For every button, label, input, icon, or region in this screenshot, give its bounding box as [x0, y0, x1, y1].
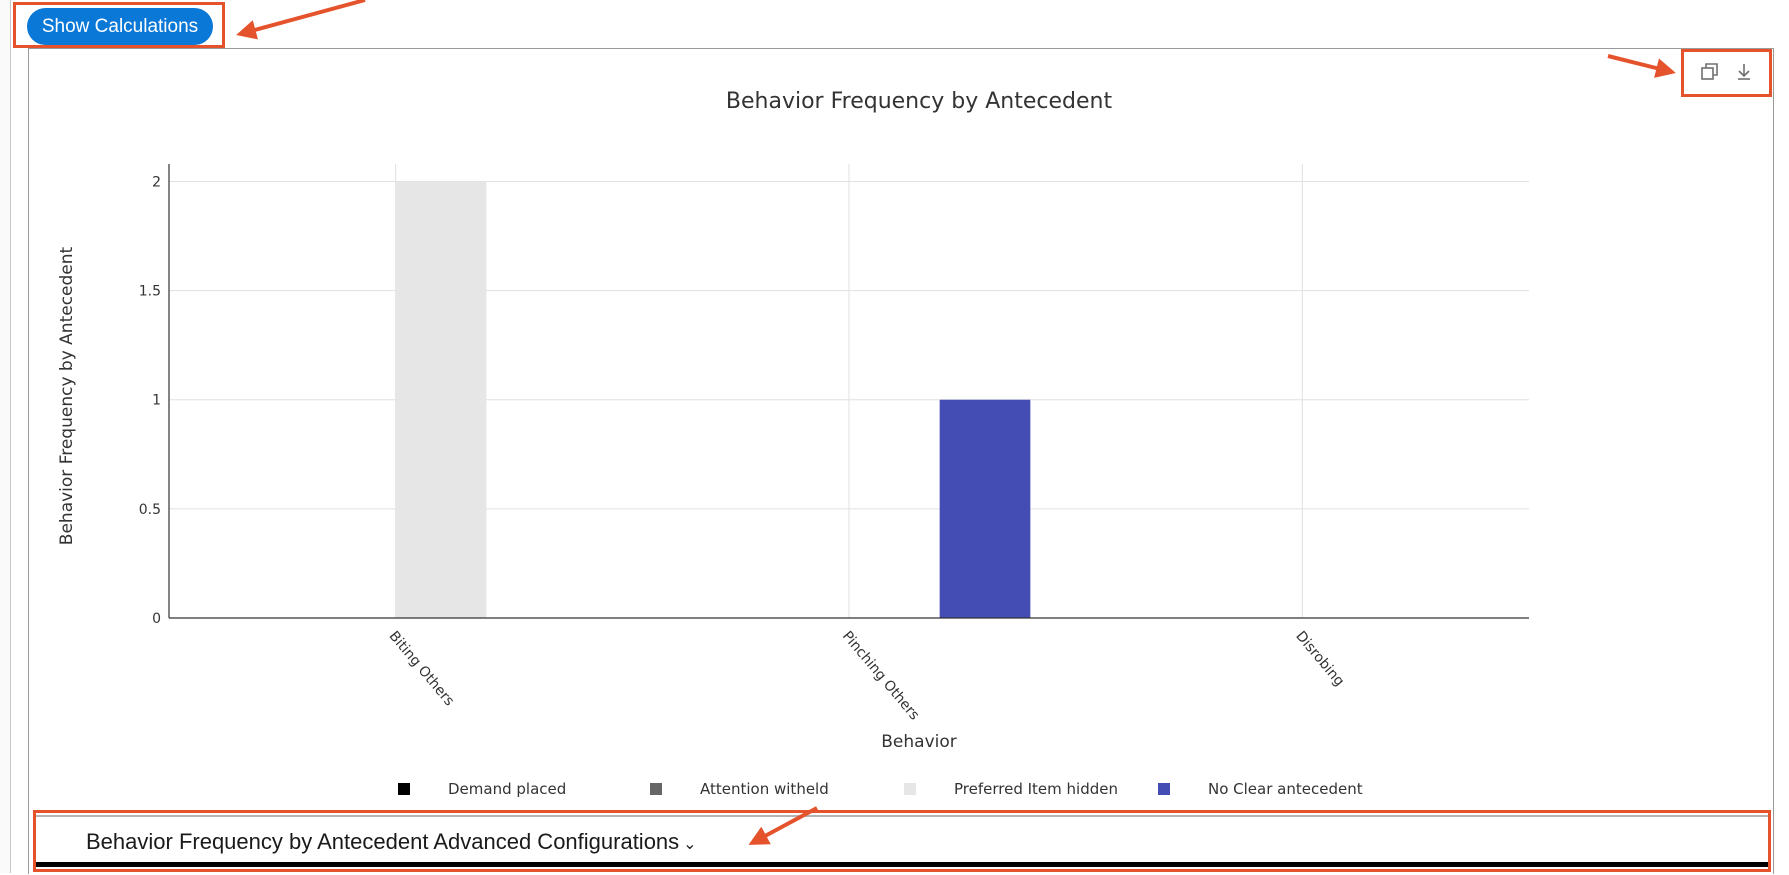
bar: [395, 181, 487, 618]
chart-panel: Behavior Frequency by Antecedent 0 0.5 1 1.5…: [28, 48, 1774, 874]
x-axis-title: Behavior: [881, 732, 957, 752]
y-tick-label: 0.5: [139, 502, 161, 518]
y-tick-label: 1.5: [139, 284, 161, 300]
legend-swatch: [904, 783, 916, 795]
legend-label: No Clear antecedent: [1208, 780, 1363, 798]
show-calculations-button[interactable]: Show Calculations: [27, 8, 213, 45]
y-tick-label: 0: [152, 611, 161, 627]
legend-label: Preferred Item hidden: [954, 780, 1118, 798]
legend-label: Attention witheld: [700, 780, 829, 798]
copy-icon[interactable]: [1695, 57, 1725, 87]
x-tick-label: Pinching Others: [839, 628, 922, 723]
download-icon[interactable]: [1729, 57, 1759, 87]
y-tick-label: 2: [152, 174, 161, 190]
section-divider: [33, 862, 1771, 867]
legend-swatch: [398, 783, 410, 795]
bar-chart: Behavior Frequency by Antecedent 0 0.5 1 1.5…: [57, 89, 1529, 798]
left-rail: [0, 0, 11, 873]
chart-title: Behavior Frequency by Antecedent: [726, 89, 1113, 114]
legend-swatch: [1158, 783, 1170, 795]
legend-label: Demand placed: [448, 780, 566, 798]
advanced-configurations-section: Behavior Frequency by Antecedent Advance…: [33, 815, 1771, 875]
advanced-configurations-toggle[interactable]: Behavior Frequency by Antecedent Advance…: [86, 829, 697, 855]
legend-swatch: [650, 783, 662, 795]
advanced-configurations-heading: Behavior Frequency by Antecedent Advance…: [86, 829, 680, 854]
arrow-to-show-calculations: [236, 0, 366, 40]
y-tick-label: 1: [152, 393, 161, 409]
bar: [939, 399, 1031, 618]
chevron-down-icon: ⌄: [683, 836, 697, 853]
y-axis-title: Behavior Frequency by Antecedent: [57, 246, 77, 545]
x-tick-label: Biting Others: [386, 628, 457, 709]
x-tick-label: Disrobing: [1292, 628, 1347, 689]
